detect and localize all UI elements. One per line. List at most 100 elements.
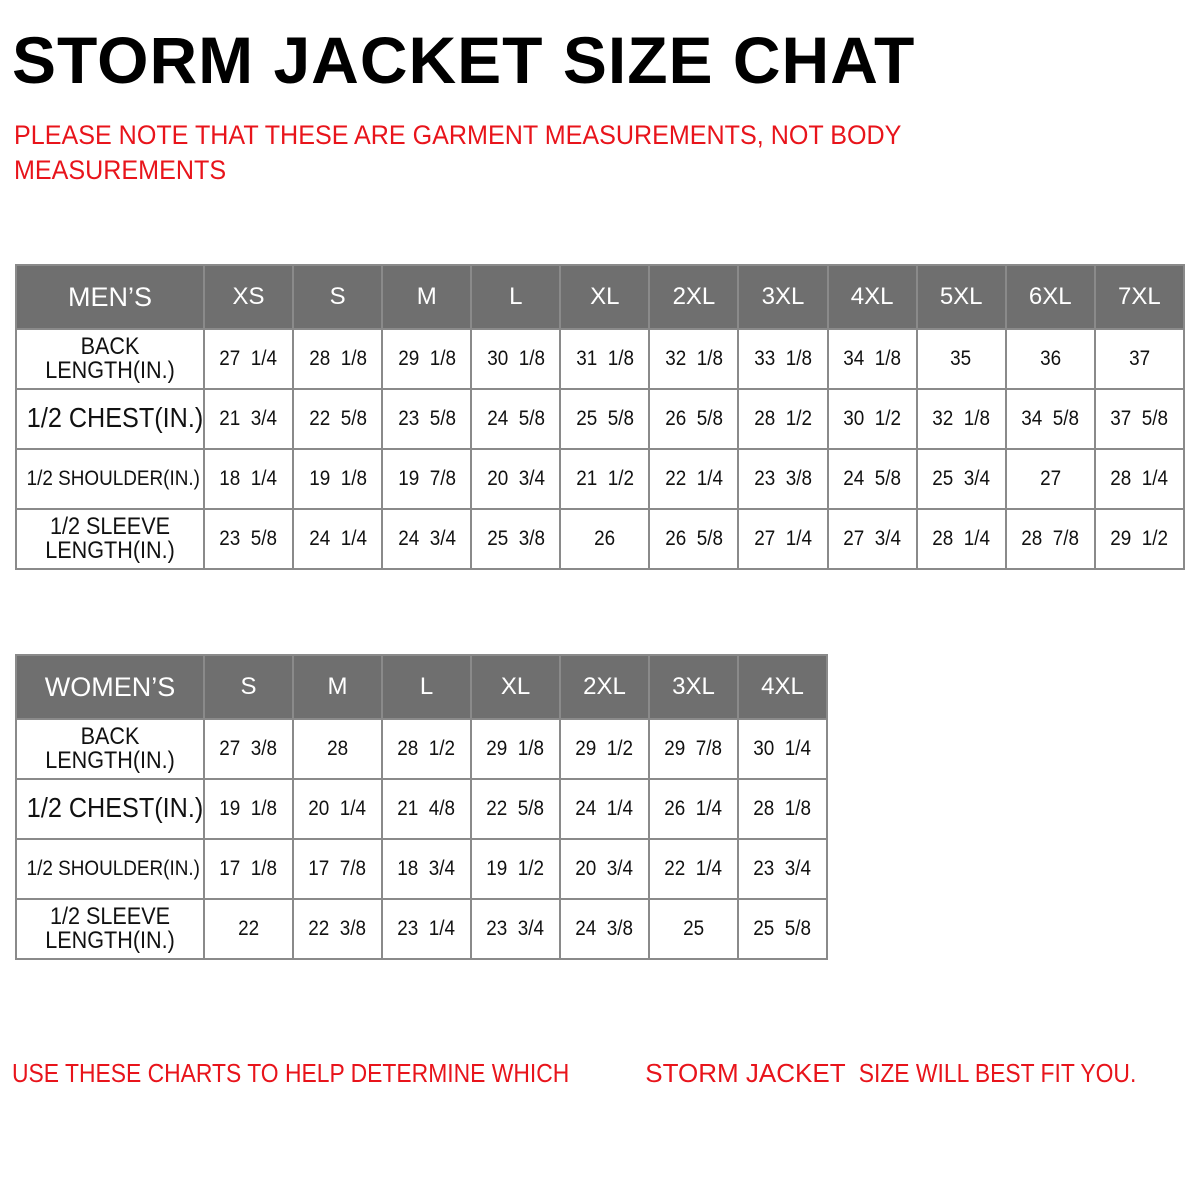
measurement-value: 29 1/8 xyxy=(486,737,545,760)
measurement-value: 25 5/8 xyxy=(753,917,812,940)
measurement-value: 30 1/4 xyxy=(753,737,812,760)
measurement-cell: 21 3/4 xyxy=(202,388,295,450)
measurement-value: 24 1/4 xyxy=(308,527,367,550)
table-row: 1/2 SLEEVE LENGTH(IN.) 22 22 3/8 23 1/4 23 3… xyxy=(15,898,828,960)
measurement-cell: 29 7/8 xyxy=(648,718,739,780)
measurement-cell: 23 5/8 xyxy=(202,508,295,570)
measurement-cell: 32 1/8 xyxy=(648,328,740,390)
measurement-cell: 22 xyxy=(203,898,294,960)
size-header: S xyxy=(292,264,384,330)
size-header: 4XL xyxy=(826,264,918,330)
row-label: BACK LENGTH(IN.) xyxy=(15,328,205,390)
size-header: M xyxy=(292,654,383,720)
row-label-text: 1/2 SLEEVE LENGTH(IN.) xyxy=(45,512,175,564)
measurement-cell: 35 xyxy=(915,328,1007,390)
measurement-cell: 29 1/8 xyxy=(470,718,561,780)
measurement-value: 23 5/8 xyxy=(219,527,278,550)
womens-size-table: WOMEN’S S M L XL 2XL 3XL 4XL BACK LENGTH(IN.) 27 … xyxy=(15,654,828,960)
measurement-cell: 37 xyxy=(1093,328,1186,390)
measurement-cell: 19 1/8 xyxy=(203,778,294,840)
measurement-value: 32 1/8 xyxy=(665,347,723,370)
size-header: XS xyxy=(202,264,295,330)
size-header: 2XL xyxy=(559,654,650,720)
measurement-cell: 36 xyxy=(1004,328,1096,390)
measurement-value: 22 5/8 xyxy=(308,407,367,430)
measurement-value: 30 1/8 xyxy=(486,347,545,370)
measurement-cell: 28 1/2 xyxy=(381,718,472,780)
measurement-value: 29 1/8 xyxy=(397,347,456,370)
measurement-value: 25 3/4 xyxy=(932,467,991,490)
measurement-cell: 28 1/4 xyxy=(915,508,1007,570)
measurement-value: 25 xyxy=(682,917,705,940)
measurement-cell: 33 1/8 xyxy=(737,328,829,390)
row-label-text: 1/2 SHOULDER(IN.) xyxy=(26,857,200,880)
measurement-value: 24 5/8 xyxy=(843,467,901,490)
table-row: 1/2 SLEEVE LENGTH(IN.) 23 5/8 24 1/4 24 3/4… xyxy=(15,508,1186,570)
measurement-value: 37 5/8 xyxy=(1110,407,1169,430)
row-label-text: 1/2 CHEST(IN.) xyxy=(26,791,204,823)
size-header: L xyxy=(470,264,562,330)
measurement-value: 23 3/4 xyxy=(486,917,545,940)
measurement-value: 28 1/2 xyxy=(754,407,812,430)
header-row: MEN’S XS S M L XL 2XL 3XL 4XL 5XL 6XL 7XL xyxy=(15,264,1186,330)
row-label: 1/2 SLEEVE LENGTH(IN.) xyxy=(15,508,205,570)
size-header: XL xyxy=(470,654,561,720)
measurement-cell: 23 5/8 xyxy=(381,388,473,450)
measurement-value: 19 1/2 xyxy=(486,857,545,880)
measurement-cell: 23 3/8 xyxy=(737,448,829,510)
table-row: 1/2 SHOULDER(IN.) 17 1/8 17 7/8 18 3/4 19 1/… xyxy=(15,838,828,900)
measurement-value: 24 3/4 xyxy=(397,527,456,550)
measurement-cell: 25 xyxy=(648,898,739,960)
measurement-value: 26 xyxy=(594,527,616,550)
measurement-cell: 18 1/4 xyxy=(202,448,295,510)
measurement-value: 29 7/8 xyxy=(664,737,723,760)
row-label-text: BACK LENGTH(IN.) xyxy=(45,332,175,384)
measurement-value: 27 1/4 xyxy=(754,527,812,550)
measurement-cell: 28 1/4 xyxy=(1093,448,1186,510)
measurement-cell: 24 1/4 xyxy=(559,778,650,840)
measurement-cell: 21 1/2 xyxy=(559,448,651,510)
measurement-value: 28 1/8 xyxy=(753,797,812,820)
measurement-cell: 27 1/4 xyxy=(202,328,295,390)
measurement-value: 31 1/8 xyxy=(575,347,634,370)
measurement-value: 28 xyxy=(326,737,349,760)
measurement-cell: 26 xyxy=(559,508,651,570)
footer-text-1: USE THESE CHARTS TO HELP DETERMINE WHICH xyxy=(12,1058,570,1088)
size-header: 3XL xyxy=(737,264,829,330)
measurement-cell: 17 1/8 xyxy=(203,838,294,900)
measurement-value: 27 3/4 xyxy=(843,527,901,550)
measurement-value: 29 1/2 xyxy=(575,737,634,760)
measurement-cell: 28 1/8 xyxy=(737,778,828,840)
measurement-cell: 27 3/4 xyxy=(826,508,918,570)
measurement-cell: 19 7/8 xyxy=(381,448,473,510)
measurement-cell: 34 1/8 xyxy=(826,328,918,390)
measurement-value: 36 xyxy=(1039,347,1061,370)
row-label: BACK LENGTH(IN.) xyxy=(15,718,205,780)
table-label: WOMEN’S xyxy=(15,654,205,720)
row-label-text: 1/2 CHEST(IN.) xyxy=(26,401,204,433)
measurement-value: 33 1/8 xyxy=(754,347,812,370)
measurement-value: 37 xyxy=(1128,347,1150,370)
size-header: 6XL xyxy=(1004,264,1096,330)
measurement-cell: 18 3/4 xyxy=(381,838,472,900)
footer-product-name: STORM JACKET xyxy=(645,1058,846,1088)
measurement-value: 28 7/8 xyxy=(1021,527,1080,550)
measurement-cell: 21 4/8 xyxy=(381,778,472,840)
size-header: 7XL xyxy=(1093,264,1186,330)
measurement-cell: 27 xyxy=(1004,448,1096,510)
measurement-value: 26 1/4 xyxy=(664,797,723,820)
measurement-value: 26 5/8 xyxy=(665,407,723,430)
measurement-cell: 31 1/8 xyxy=(559,328,651,390)
measurement-cell: 30 1/8 xyxy=(470,328,562,390)
measurement-value: 27 xyxy=(1039,467,1061,490)
footer-text-2: SIZE WILL BEST FIT YOU. xyxy=(845,1058,1136,1088)
measurement-value: 27 3/8 xyxy=(219,737,278,760)
measurement-value: 23 3/8 xyxy=(754,467,812,490)
measurement-cell: 25 5/8 xyxy=(737,898,828,960)
measurement-value: 21 3/4 xyxy=(219,407,278,430)
table-label: MEN’S xyxy=(15,264,205,330)
measurement-value: 35 xyxy=(950,347,972,370)
measurement-cell: 30 1/2 xyxy=(826,388,918,450)
measurement-note: PLEASE NOTE THAT THESE ARE GARMENT MEASU… xyxy=(14,120,901,185)
measurement-cell: 28 7/8 xyxy=(1004,508,1096,570)
